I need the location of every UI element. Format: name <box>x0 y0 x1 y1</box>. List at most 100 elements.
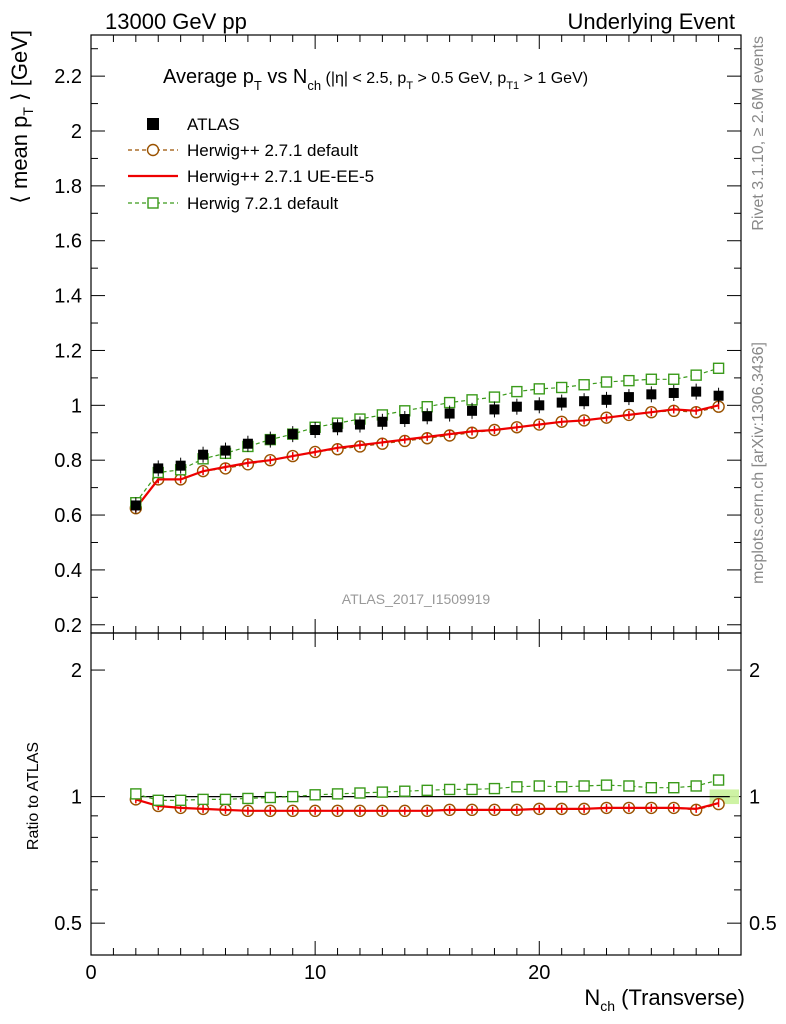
plot-title: Average pT vs Nch (|η| < 2.5, pT > 0.5 G… <box>163 66 588 93</box>
main-ylabel-head: ⟨ mean p <box>7 116 32 204</box>
ratio-herwig-7-2-1-default-point <box>712 774 725 786</box>
ratio-herwig-7-2-1-default-point <box>287 790 299 803</box>
main-atlas-point <box>422 411 433 422</box>
main-atlas-point <box>399 414 410 425</box>
main-atlas-point <box>601 394 612 405</box>
main-herwig-7-2-1-default-point <box>555 381 568 394</box>
ratio-herwig-7-2-1-default-point <box>264 791 277 804</box>
main-ylabel: ⟨ mean pT ⟩ [GeV] <box>7 30 36 204</box>
main-atlas-point <box>310 425 321 436</box>
y-tick-label: 0.2 <box>54 615 82 637</box>
y-tick-label: 1.6 <box>54 231 82 253</box>
ratio-herwig-7-2-1-default-point <box>555 781 568 793</box>
main-atlas-point <box>175 460 186 471</box>
ratio-y-tick-label: 0.5 <box>54 913 82 935</box>
ratio-ylabel: Ratio to ATLAS <box>25 742 42 850</box>
legend-label-herwig-2-7-1-ue-ee-5: Herwig++ 2.7.1 UE-EE-5 <box>187 167 374 186</box>
main-atlas-point <box>444 408 455 419</box>
ratio-y-tick-label: 1 <box>71 787 82 809</box>
y-tick-label: 0.4 <box>54 560 82 582</box>
legend-marker-herwig-7-2-1-default <box>147 197 159 209</box>
main-atlas-point <box>579 396 590 407</box>
plot-title-vs: vs N <box>262 66 308 88</box>
ratio-herwig-7-2-1-default-point <box>309 789 321 801</box>
main-atlas-point <box>377 416 388 427</box>
plot-title-cuts-sub1: T <box>406 80 413 92</box>
ratio-herwig-7-2-1-default-point <box>130 788 142 800</box>
main-atlas-point <box>534 400 545 411</box>
analysis-watermark: ATLAS_2017_I1509919 <box>342 591 491 607</box>
ratio-herwig-7-2-1-default-point <box>623 780 635 792</box>
y-tick-label: 1.2 <box>54 340 82 362</box>
plot-title-cuts-1: (|η| < 2.5, p <box>321 70 406 87</box>
main-herwig-7-2-1-default-point <box>488 391 501 403</box>
rivet-label: Rivet 3.1.10, ≥ 2.6M events <box>750 36 767 231</box>
main-atlas-point <box>287 429 298 440</box>
header-right: Underlying Event <box>567 9 735 34</box>
ratio-herwig-7-2-1-default-point <box>354 787 366 799</box>
main-herwig-7-2-1-default-point <box>623 374 635 387</box>
ratio-herwig-7-2-1-default-point <box>399 785 411 797</box>
x-tick-label: 10 <box>304 962 326 984</box>
ratio-herwig-7-2-1-default-point <box>690 780 702 792</box>
main-panel: 0.2 0.4 0.6 0.8 1 1.2 1.4 1.6 1.8 2 2.2 <box>54 34 742 637</box>
ratio-frame <box>90 632 742 956</box>
header-left: 13000 GeV pp <box>105 9 247 34</box>
ratio-herwig-7-2-1-default-point <box>219 793 232 806</box>
ratio-y-tick-label-right: 0.5 <box>749 913 777 935</box>
main-atlas-point <box>198 449 209 460</box>
legend-marker-herwig-2-7-1-default <box>146 143 160 157</box>
plot-title-cuts-3: > 1 GeV) <box>519 70 588 87</box>
legend-label-atlas: ATLAS <box>187 115 240 134</box>
x-axis-label-head: N <box>584 985 600 1010</box>
plot-title-main: Average p <box>163 66 254 88</box>
main-atlas-point <box>220 445 231 456</box>
main-atlas-point <box>489 404 500 415</box>
ratio-herwig-7-2-1-default-point <box>443 783 456 796</box>
ratio-herwig-7-2-1-default-point <box>511 781 523 793</box>
ratio-herwig-7-2-1-default-point <box>645 782 658 794</box>
main-herwig-7-2-1-default-point <box>511 385 523 398</box>
main-atlas-point <box>332 422 343 433</box>
ratio-herwig-7-2-1-default-point <box>533 780 545 792</box>
ratio-herwig-7-2-1-default-point <box>668 782 680 794</box>
x-tick-label: 20 <box>528 962 550 984</box>
main-herwig-7-2-1-default-point <box>645 373 658 385</box>
ratio-herwig-7-2-1-default-point <box>152 794 164 806</box>
main-atlas-point <box>265 434 276 445</box>
y-tick-label: 1.8 <box>54 176 82 198</box>
ratio-herwig-7-2-1-default-point <box>174 794 187 806</box>
main-herwig-7-2-1-default-point <box>668 373 680 385</box>
main-herwig-7-2-1-default-point <box>600 376 613 388</box>
ratio-herwig-7-2-1-default-point <box>600 779 613 791</box>
main-ylabel-tail: ⟩ [GeV] <box>7 30 32 107</box>
plot-title-sub-ch: ch <box>307 78 321 93</box>
main-atlas-point <box>623 392 634 403</box>
plot-title-cuts-sub2: T1 <box>506 80 519 92</box>
y-tick-label: 1 <box>71 395 82 417</box>
ratio-panel: 0 10 20 0.5 0.5 1 1 2 2 <box>54 632 777 984</box>
y-tick-label: 0.6 <box>54 505 82 527</box>
main-atlas-point <box>511 401 522 412</box>
ratio-herwig-7-2-1-default-point <box>197 793 209 806</box>
ratio-herwig-7-2-1-default-point <box>376 786 389 798</box>
main-ylabel-sub: T <box>20 107 36 116</box>
ratio-herwig-7-2-1-default-point <box>242 792 254 805</box>
ratio-herwig-7-2-1-default-point <box>488 782 501 795</box>
x-axis-label: Nch (Transverse) <box>584 985 745 1014</box>
y-tick-label: 0.8 <box>54 450 82 472</box>
ratio-y-tick-label-right: 1 <box>749 787 760 809</box>
plot-title-sub-t: T <box>254 78 262 93</box>
main-atlas-point <box>153 463 164 474</box>
x-axis-label-tail: (Transverse) <box>615 985 745 1010</box>
ratio-herwig-7-2-1-default-line <box>135 779 719 801</box>
main-herwig-7-2-1-default-point <box>578 379 590 391</box>
y-tick-label: 2.2 <box>54 66 82 88</box>
x-axis-label-sub: ch <box>600 998 615 1014</box>
x-tick-label: 0 <box>85 962 96 984</box>
legend: ATLAS Herwig++ 2.7.1 default Herwig++ 2.7.… <box>128 115 374 213</box>
mcplots-label: mcplots.cern.ch [arXiv:1306.3436] <box>750 342 767 584</box>
main-atlas-point <box>668 387 679 398</box>
main-atlas-point <box>354 419 365 430</box>
